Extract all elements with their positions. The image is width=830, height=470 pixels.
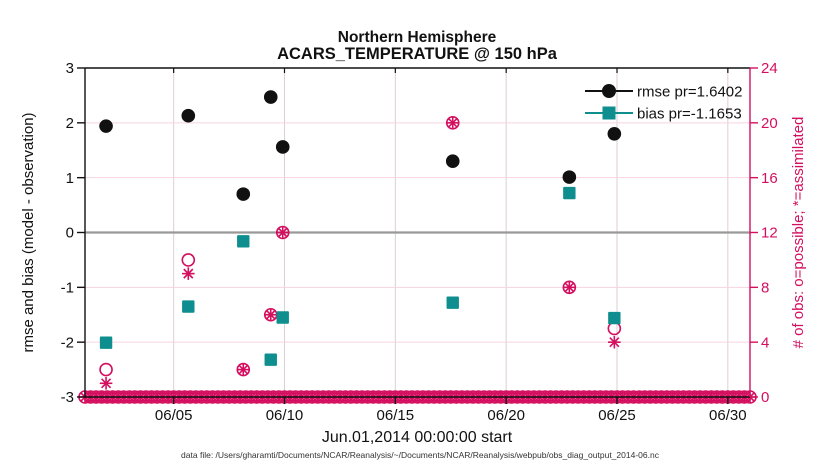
series-bias	[99, 186, 621, 366]
right-tick-labels: 24 20 16 12 8 4 0	[761, 60, 778, 406]
series-rmse	[99, 90, 622, 201]
legend-bias-label: bias pr=-1.1653	[637, 106, 742, 123]
rmse-data-point	[607, 127, 622, 141]
assimilated-obs-marker	[609, 337, 620, 348]
x-axis-label: Jun.01,2014 00:00:00 start	[322, 429, 513, 446]
bottom-tick-label: 06/10	[266, 407, 304, 424]
assimilated-obs-marker	[447, 117, 458, 128]
rmse-data-point	[236, 187, 251, 201]
bias-data-point	[182, 300, 195, 313]
right-tick-label: 16	[761, 170, 778, 187]
possible-obs-marker	[607, 321, 622, 336]
y-axis-label-left: rmse and bias (model - observation)	[20, 112, 37, 352]
possible-obs-marker	[181, 253, 196, 267]
rmse-data-point	[445, 154, 460, 169]
bottom-tick-labels: 06/05 06/10 06/15 06/20 06/25 06/30	[155, 407, 747, 424]
left-tick-label: 1	[66, 170, 74, 187]
bottom-tick-label: 06/05	[155, 407, 193, 424]
bias-data-point	[99, 336, 113, 349]
assimilated-obs-marker	[183, 268, 194, 279]
bias-data-point	[276, 311, 289, 324]
series-assimilated-obs	[99, 116, 621, 390]
data-file-caption: data file: /Users/gharamti/Documents/NCA…	[181, 450, 660, 460]
bottom-tick-label: 06/30	[709, 407, 747, 424]
assimilated-obs-marker	[265, 309, 276, 320]
bottom-axis-ticks	[172, 397, 729, 404]
rmse-data-point	[99, 119, 113, 133]
right-tick-label: 4	[761, 334, 769, 351]
left-tick-label: -1	[61, 280, 74, 297]
right-tick-label: 8	[761, 280, 769, 297]
legend: rmse pr=1.6402 bias pr=-1.1653	[585, 84, 742, 123]
legend-rmse-label: rmse pr=1.6402	[637, 84, 742, 101]
bottom-tick-label: 06/25	[598, 407, 636, 424]
rmse-data-point	[275, 140, 290, 154]
assimilated-obs-marker	[564, 282, 575, 293]
left-tick-label: 2	[66, 115, 74, 132]
possible-obs-marker	[99, 362, 113, 377]
right-tick-label: 20	[761, 115, 778, 132]
left-axis-ticks	[77, 67, 85, 398]
assimilated-obs-marker	[100, 378, 112, 389]
rmse-data-point	[181, 108, 196, 123]
right-tick-label: 12	[761, 225, 778, 242]
right-tick-label: 24	[761, 60, 778, 77]
bias-data-point	[563, 186, 576, 200]
bottom-tick-label: 06/20	[487, 407, 525, 424]
y-axis-label-right: # of obs: o=possible; *=assimilated	[790, 117, 807, 349]
rmse-data-point	[263, 90, 278, 104]
right-tick-label: 0	[761, 389, 769, 406]
legend-rmse-marker-icon	[602, 84, 616, 98]
bias-data-point	[608, 311, 621, 325]
chart-subtitle: ACARS_TEMPERATURE @ 150 hPa	[277, 45, 558, 63]
rmse-data-point	[562, 170, 577, 184]
top-axis-ticks	[173, 68, 729, 73]
assimilated-obs-marker	[238, 364, 249, 375]
left-tick-labels: 3 2 1 0 -1 -2 -3	[61, 60, 74, 406]
bias-data-point	[264, 353, 277, 366]
left-tick-label: 3	[66, 60, 74, 77]
assimilated-obs-marker	[277, 227, 288, 238]
left-tick-label: -2	[61, 334, 74, 351]
horizontal-gridlines	[85, 122, 750, 343]
left-tick-label: -3	[61, 389, 74, 406]
series-possible-obs	[99, 116, 622, 377]
chart-title: Northern Hemisphere	[338, 29, 497, 46]
bias-data-point	[237, 235, 250, 248]
right-axis-ticks	[750, 67, 758, 398]
left-tick-label: 0	[66, 225, 74, 242]
bias-data-point	[446, 296, 459, 309]
bottom-tick-label: 06/15	[377, 407, 415, 424]
legend-bias-marker-icon	[602, 106, 616, 120]
